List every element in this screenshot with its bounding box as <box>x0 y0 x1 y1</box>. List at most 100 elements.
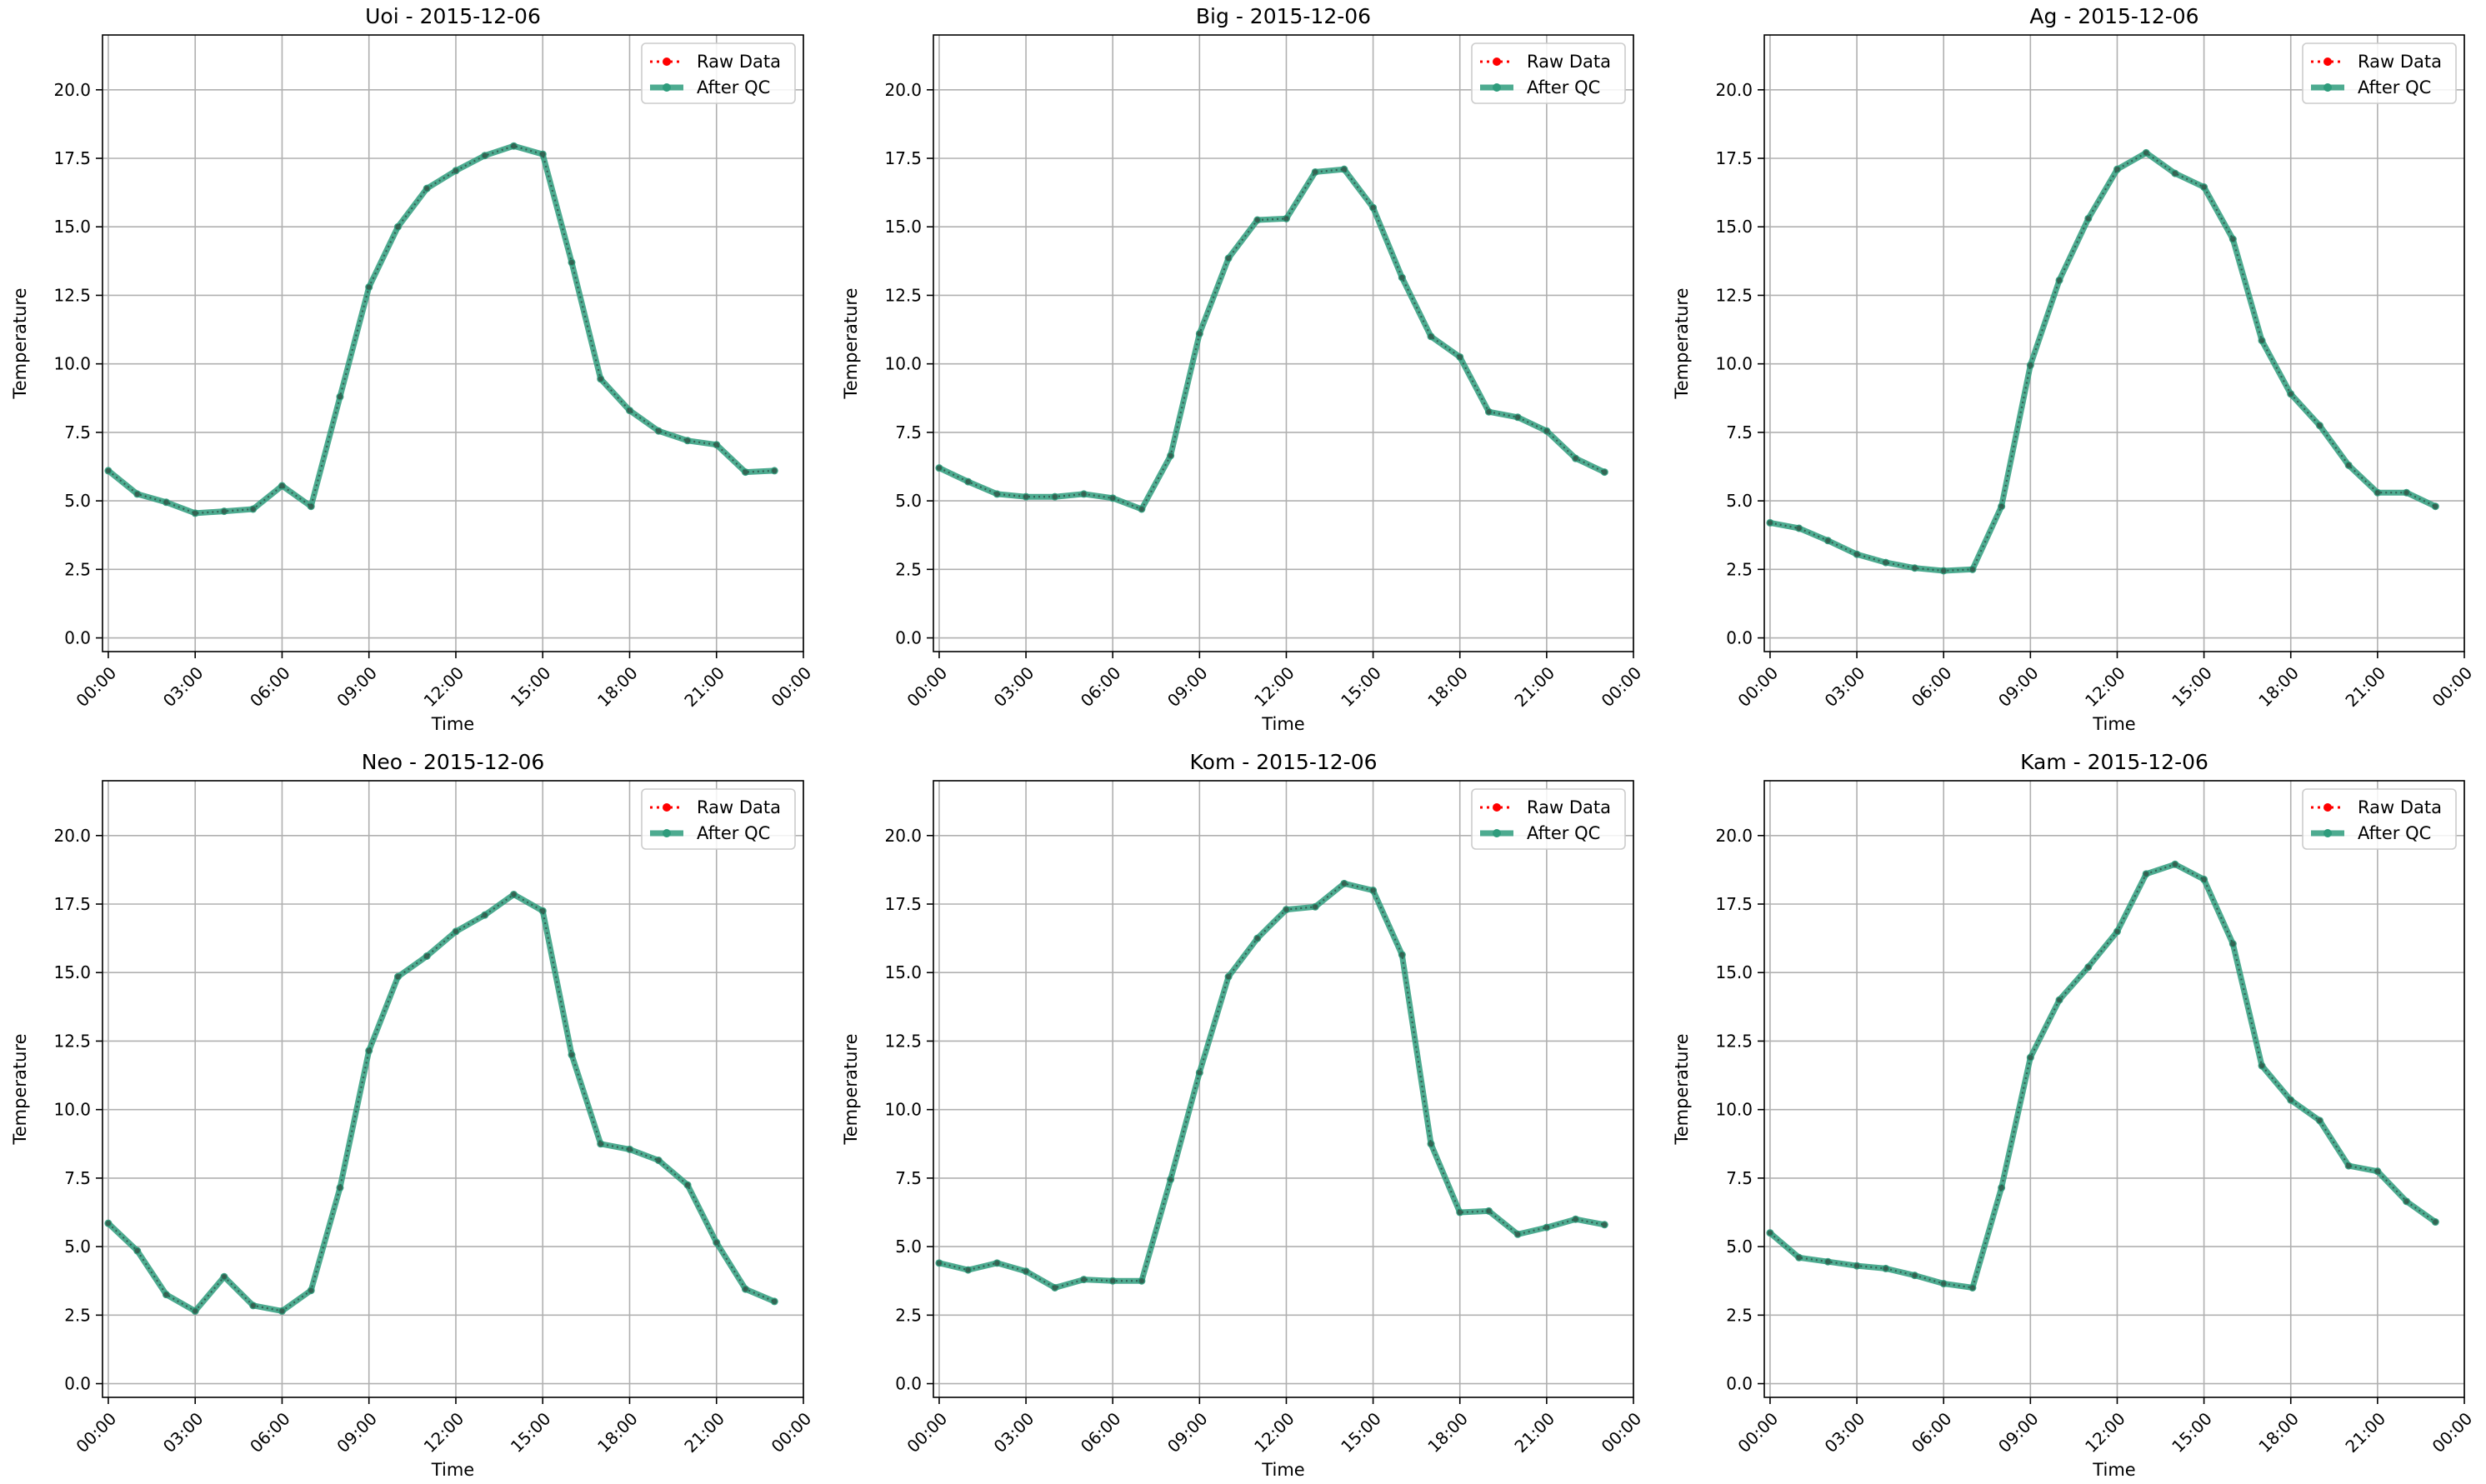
point-raw-data <box>2433 503 2438 509</box>
x-tick-label: 00:00 <box>1733 662 1782 711</box>
legend-marker-after-qc <box>2323 829 2332 837</box>
point-raw-data <box>193 510 198 517</box>
point-raw-data <box>2345 1162 2352 1169</box>
point-raw-data <box>308 1287 314 1293</box>
x-tick-label: 00:00 <box>768 662 816 711</box>
plot-area <box>1764 781 2464 1397</box>
x-tick-label: 03:00 <box>159 1408 208 1457</box>
legend-label-after-qc: After QC <box>697 77 770 97</box>
x-axis-label: Time <box>431 1460 474 1480</box>
point-raw-data <box>1883 559 1888 566</box>
x-tick-label: 21:00 <box>680 662 728 711</box>
point-raw-data <box>482 912 488 918</box>
x-tick-label: 03:00 <box>990 662 1038 711</box>
point-raw-data <box>395 973 401 980</box>
point-raw-data <box>163 499 169 505</box>
y-tick-label: 20.0 <box>1715 80 1753 100</box>
point-raw-data <box>2172 170 2178 177</box>
plot-area <box>1764 35 2464 652</box>
y-tick-label: 17.5 <box>53 148 91 168</box>
point-raw-data <box>1399 952 1405 958</box>
point-raw-data <box>772 1298 778 1305</box>
point-raw-data <box>366 284 372 290</box>
point-raw-data <box>2258 337 2265 343</box>
point-raw-data <box>2403 490 2409 496</box>
series-line-after-qc <box>105 142 778 517</box>
point-raw-data <box>656 428 662 434</box>
y-tick-label: 7.5 <box>1726 422 1753 442</box>
point-raw-data <box>598 376 603 382</box>
point-raw-data <box>1969 1285 1976 1291</box>
x-tick-label: 00:00 <box>1598 662 1646 711</box>
point-raw-data <box>1081 491 1087 497</box>
x-tick-label: 06:00 <box>1077 1408 1125 1457</box>
x-tick-label: 09:00 <box>1163 1408 1212 1457</box>
x-tick-label: 00:00 <box>903 662 951 711</box>
y-tick-label: 2.5 <box>1726 559 1753 579</box>
legend-label-raw-data: Raw Data <box>1527 797 1611 817</box>
legend-label-after-qc: After QC <box>2358 77 2431 97</box>
y-tick-label: 5.0 <box>1726 491 1753 511</box>
x-tick-label: 00:00 <box>73 662 121 711</box>
point-raw-data <box>1110 1278 1116 1284</box>
chart-panel-5: 00:00 03:00 06:00 09:00 12:00 15:00 18:00 21:00… <box>841 750 1645 1480</box>
point-raw-data <box>656 1157 662 1163</box>
y-tick-label: 0.0 <box>1726 628 1753 648</box>
point-raw-data <box>1912 565 1918 571</box>
point-raw-data <box>936 1260 943 1267</box>
legend-marker-raw-data <box>663 57 671 66</box>
point-raw-data <box>1341 166 1348 172</box>
point-raw-data <box>540 151 546 157</box>
y-tick-label: 20.0 <box>884 80 922 100</box>
point-raw-data <box>743 1286 748 1292</box>
point-raw-data <box>1283 216 1289 222</box>
point-raw-data <box>1457 1209 1463 1216</box>
axes-frame <box>933 780 1634 1398</box>
point-raw-data <box>965 1267 971 1273</box>
plot-area <box>933 35 1633 652</box>
point-raw-data <box>1110 495 1116 502</box>
legend-label-raw-data: Raw Data <box>2358 797 2442 817</box>
point-raw-data <box>279 1308 285 1314</box>
point-raw-data <box>482 152 488 158</box>
y-tick-label: 15.0 <box>884 962 922 982</box>
axes-frame <box>1763 34 2465 652</box>
legend-marker-after-qc <box>1493 83 1501 92</box>
y-tick-label: 0.0 <box>64 1374 91 1394</box>
x-tick-label: 15:00 <box>2168 1408 2216 1457</box>
x-tick-label: 06:00 <box>1077 662 1125 711</box>
x-tick-label: 09:00 <box>333 662 381 711</box>
chart-panel-2: 00:00 03:00 06:00 09:00 12:00 15:00 18:00 21:00… <box>841 4 1645 734</box>
y-axis-label: Temperature <box>10 287 30 399</box>
point-raw-data <box>337 1185 343 1191</box>
x-tick-label: 18:00 <box>2254 1408 2303 1457</box>
point-raw-data <box>1998 1185 2004 1191</box>
point-raw-data <box>395 224 401 230</box>
y-tick-label: 2.5 <box>64 559 91 579</box>
legend-label-raw-data: Raw Data <box>1527 52 1611 72</box>
x-tick-label: 12:00 <box>1250 1408 1298 1457</box>
y-tick-label: 12.5 <box>53 1031 91 1051</box>
point-raw-data <box>540 908 546 914</box>
y-axis-label: Temperature <box>10 1033 30 1145</box>
x-tick-label: 21:00 <box>1510 662 1558 711</box>
x-tick-label: 00:00 <box>903 1408 951 1457</box>
point-raw-data <box>308 503 314 509</box>
point-raw-data <box>1197 331 1203 337</box>
point-raw-data <box>2288 1097 2293 1103</box>
point-raw-data <box>163 1292 169 1297</box>
y-tick-label: 5.0 <box>1726 1237 1753 1257</box>
y-tick-label: 10.0 <box>1715 354 1753 374</box>
x-tick-label: 12:00 <box>2081 1408 2129 1457</box>
y-tick-label: 7.5 <box>1726 1168 1753 1188</box>
point-raw-data <box>743 469 748 475</box>
series-line-raw-data <box>1769 152 2436 572</box>
point-raw-data <box>627 407 633 413</box>
x-tick-label: 03:00 <box>990 1408 1038 1457</box>
y-tick-label: 5.0 <box>64 491 91 511</box>
x-tick-label: 12:00 <box>2081 662 2129 711</box>
point-raw-data <box>2433 1219 2438 1225</box>
x-tick-label: 00:00 <box>1598 1408 1646 1457</box>
y-tick-label: 2.5 <box>1726 1305 1753 1325</box>
